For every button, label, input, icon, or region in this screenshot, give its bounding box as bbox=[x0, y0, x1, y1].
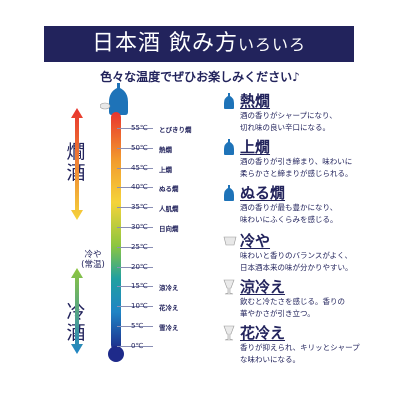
entry-description: 香りが抑えられ、キリッとシャープ な味わいになる。 bbox=[240, 343, 360, 364]
entry-title: 熱燗 bbox=[240, 92, 271, 110]
ochoko-icon bbox=[222, 232, 238, 251]
tick-label: 雪冷え bbox=[159, 324, 179, 332]
tick-label: 熱燗 bbox=[159, 145, 172, 154]
tick-mark bbox=[117, 326, 153, 327]
thermometer-graphic bbox=[108, 112, 124, 362]
tick-label: 上燗 bbox=[159, 165, 172, 174]
tick-mark bbox=[117, 227, 153, 228]
tick-temp: 25℃ bbox=[131, 242, 148, 251]
tick-label: 花冷え bbox=[159, 304, 179, 313]
cold-arrow-graphic bbox=[71, 268, 83, 354]
entry-title: 上燗 bbox=[240, 138, 271, 156]
tick-mark bbox=[117, 167, 153, 169]
tick-temp: 10℃ bbox=[131, 302, 148, 311]
title-small: いろいろ bbox=[237, 35, 306, 54]
tick-temp: 0℃ bbox=[131, 341, 144, 350]
title-banner: 日本酒 飲み方いろいろ bbox=[44, 26, 354, 62]
entry-description: 味わいと香りのバランスがよく、 日本酒本来の味が分かりやすい。 bbox=[240, 251, 353, 272]
tick-temp: 35℃ bbox=[131, 203, 148, 212]
tick-temp: 30℃ bbox=[131, 223, 148, 231]
tick-mark bbox=[117, 345, 153, 347]
tokkuri-icon bbox=[222, 138, 236, 160]
tick-temp: 40℃ bbox=[131, 183, 148, 192]
tick-temp: 55℃ bbox=[131, 124, 148, 132]
tick-label: 人肌燗 bbox=[159, 205, 179, 214]
entry-description: 飲むと冷たさを感じる。香りの 華やかさが引き立つ。 bbox=[240, 297, 345, 318]
room-temp-label: 冷や (常温) bbox=[78, 250, 108, 270]
entry-title: ぬる燗 bbox=[240, 184, 286, 202]
tick-mark bbox=[117, 147, 153, 149]
sake-bottle-icon bbox=[100, 83, 128, 115]
tick-mark bbox=[117, 128, 153, 129]
tick-mark bbox=[117, 306, 153, 308]
entry-title: 冷や bbox=[240, 232, 271, 250]
tick-mark bbox=[117, 286, 153, 288]
room-temp-label-line2: (常温) bbox=[81, 260, 105, 270]
glass-icon bbox=[222, 324, 236, 346]
tick-mark bbox=[117, 207, 153, 209]
page-title: 日本酒 飲み方いろいろ bbox=[44, 26, 354, 62]
entry-title: 涼冷え bbox=[240, 278, 286, 296]
tick-temp: 5℃ bbox=[131, 322, 144, 330]
tokkuri-icon bbox=[222, 184, 236, 206]
entry-title: 花冷え bbox=[240, 324, 286, 342]
tick-temp: 20℃ bbox=[131, 262, 148, 271]
tokkuri-icon bbox=[222, 92, 236, 114]
tick-temp: 45℃ bbox=[131, 163, 148, 172]
tick-mark bbox=[117, 187, 153, 189]
tick-temp: 15℃ bbox=[131, 282, 148, 291]
warm-arrow-graphic bbox=[71, 108, 83, 220]
tick-label: ぬる燗 bbox=[159, 185, 179, 194]
subtitle: 色々な温度でぜひお楽しみください♪ bbox=[100, 70, 300, 84]
tick-mark bbox=[117, 266, 153, 268]
title-main: 日本酒 飲み方 bbox=[91, 31, 238, 56]
entry-description: 酒の香りが最も豊かになり、 味わいにふくらみを感じる。 bbox=[240, 203, 338, 224]
tick-label: 涼冷え bbox=[159, 284, 179, 293]
glass-icon bbox=[222, 278, 236, 300]
tick-label: とびきり燗 bbox=[159, 126, 192, 134]
entry-description: 酒の香りがシャープになり、 切れ味の良い辛口になる。 bbox=[240, 111, 337, 132]
tick-label: 日向燗 bbox=[159, 225, 179, 233]
room-temp-label-line1: 冷や bbox=[84, 250, 102, 260]
entry-description: 酒の香りが引き締まり、味わいに 柔らかさと締まりが感じられる。 bbox=[240, 157, 353, 178]
tick-mark bbox=[117, 246, 153, 248]
tick-temp: 50℃ bbox=[131, 143, 148, 152]
